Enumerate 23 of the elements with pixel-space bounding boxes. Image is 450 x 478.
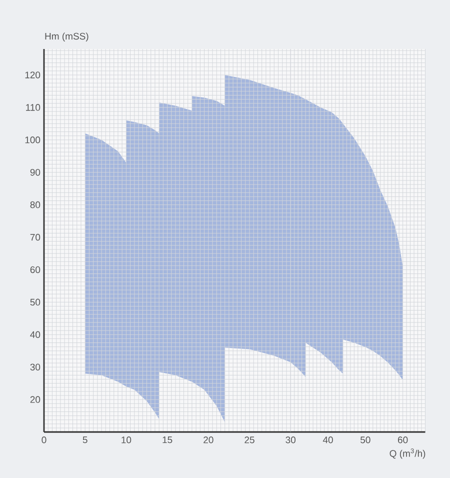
x-tick-label: 25 <box>244 436 254 444</box>
x-tick-label: 10 <box>122 436 132 444</box>
x-tick-label: 40 <box>322 436 333 444</box>
x-tick-label: 30 <box>286 436 296 444</box>
x-tick-label: 5 <box>82 436 88 444</box>
y-axis-title: Hm (mSS) <box>45 32 88 42</box>
y-tick-label: 20 <box>30 396 40 403</box>
y-tick-label: 100 <box>25 136 40 144</box>
y-tick-label: 30 <box>30 364 40 370</box>
y-tick-label: 120 <box>25 72 40 78</box>
x-tick-label: 0 <box>42 436 46 444</box>
y-tick-label: 60 <box>30 266 40 274</box>
y-tick-label: 110 <box>26 104 40 111</box>
y-tick-label: 80 <box>30 201 40 208</box>
x-tick-label: 15 <box>162 436 172 444</box>
x-axis-title: Q (m$^{3}$/h) <box>390 448 426 459</box>
x-tick-label: 50 <box>360 436 370 444</box>
y-tick-label: 70 <box>30 234 40 241</box>
y-tick-label: 40 <box>30 331 40 338</box>
y-tick-label: 90 <box>30 168 40 176</box>
x-tick-label: 20 <box>204 436 214 444</box>
x-tick-label: 60 <box>398 436 408 444</box>
y-tick-label: 50 <box>30 298 40 306</box>
